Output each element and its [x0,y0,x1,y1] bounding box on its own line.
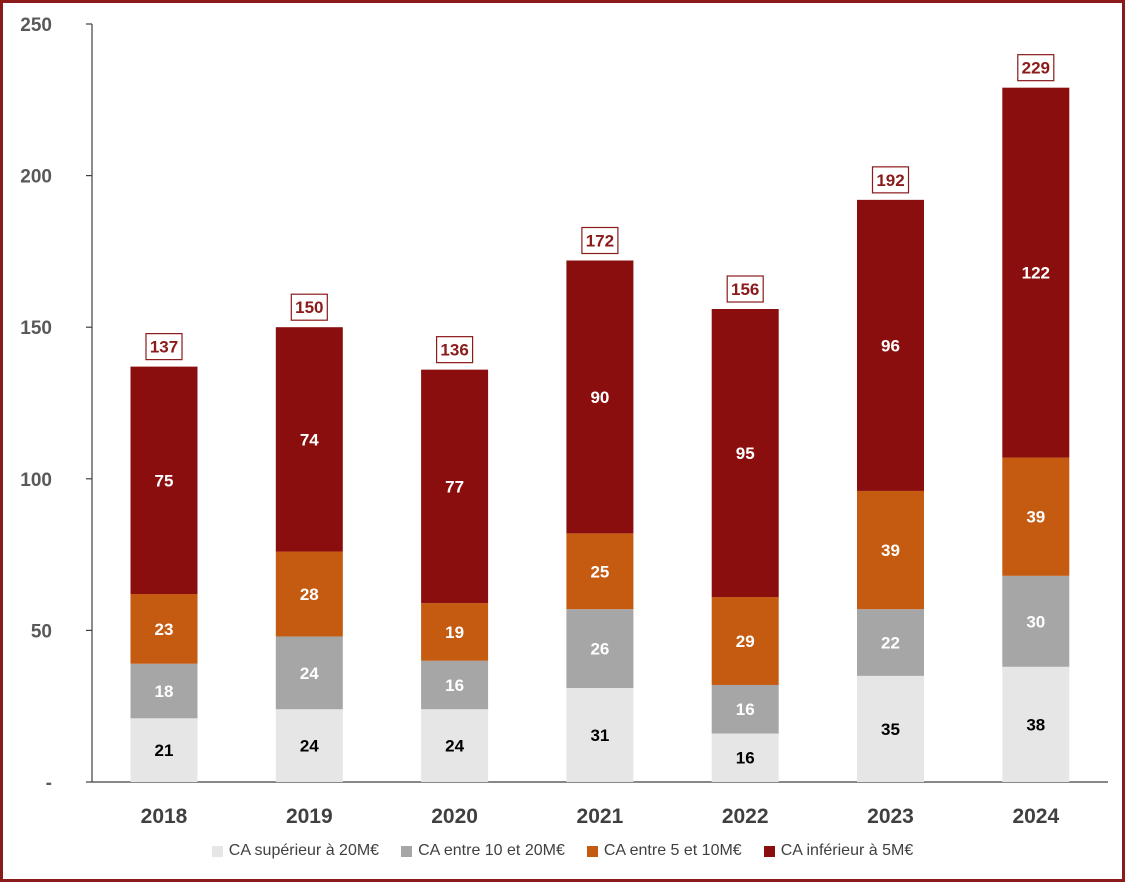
bar-segment [275,327,343,552]
total-value-label: 156 [731,280,759,299]
segment-value-label: 24 [445,737,464,756]
bar-segment [275,551,343,637]
segment-value-label: 21 [155,741,174,760]
legend-swatch [586,845,598,857]
y-tick-label: 200 [20,167,52,188]
x-category-label: 2024 [1012,805,1059,828]
legend-item: CA supérieur à 20M€ [211,842,380,860]
bar-segment [130,718,198,782]
total-label-box [436,336,474,364]
segment-value-label: 16 [445,676,464,695]
legend-swatch [401,845,413,857]
legend-label: CA entre 5 et 10M€ [603,842,742,859]
segment-value-label: 23 [155,620,174,639]
y-tick-label: 250 [20,15,52,36]
bar-segment [711,597,779,685]
bar-segment [857,609,924,676]
y-tick-label: 150 [20,318,52,339]
bar-segment [275,636,343,710]
y-tick-label: 50 [31,621,52,642]
segment-value-label: 18 [155,682,174,701]
bar-segment [1002,457,1070,576]
segment-value-label: 16 [736,700,755,719]
y-tick-label: 100 [20,470,52,491]
legend-swatch [211,845,223,857]
bar-segment [857,675,924,782]
bar-segment [857,490,924,610]
bar-segment [130,366,198,595]
total-label-box [1017,54,1055,82]
bar-segment [421,660,489,710]
segment-value-label: 29 [736,632,755,651]
bar-segment [130,663,198,719]
segment-value-label: 38 [1026,715,1045,734]
x-category-label: 2023 [867,805,914,828]
segment-value-label: 16 [736,749,755,768]
bar-segment [130,594,198,664]
y-tick-label: - [46,773,52,794]
bar-segment [275,709,343,782]
bar-segment [711,684,779,734]
legend-item: CA inférieur à 5M€ [763,842,914,860]
bar-segment [857,199,924,491]
segment-value-label: 24 [300,664,319,683]
legend-item: CA entre 10 et 20M€ [401,842,565,860]
chart-legend: CA supérieur à 20M€ CA entre 10 et 20M€ CA… [0,842,1125,860]
segment-value-label: 22 [881,634,900,653]
x-category-label: 2022 [722,805,769,828]
segment-value-label: 77 [445,477,464,496]
x-category-label: 2021 [577,805,624,828]
segment-value-label: 122 [1022,264,1050,283]
bar-segment [566,688,634,782]
total-value-label: 192 [876,171,904,190]
total-label-box [726,275,764,303]
x-category-label: 2018 [141,805,188,828]
segment-value-label: 30 [1026,612,1045,631]
legend-item: CA entre 5 et 10M€ [586,842,742,860]
segment-value-label: 39 [1026,508,1045,527]
segment-value-label: 26 [590,640,609,659]
bar-segment [1002,666,1070,782]
legend-label: CA supérieur à 20M€ [228,842,380,859]
bar-segment [711,309,779,598]
bar-segment [1002,575,1070,667]
bar-segment [421,603,489,661]
segment-value-label: 31 [590,726,609,745]
segment-value-label: 74 [300,430,319,449]
legend-label: CA inférieur à 5M€ [780,842,914,859]
total-label-box [871,166,910,194]
total-label-box [145,333,183,361]
bar-segment [566,609,634,689]
x-category-label: 2019 [286,805,333,828]
segment-value-label: 75 [155,471,174,490]
bar-segment [421,709,489,782]
segment-value-label: 28 [300,585,319,604]
total-label-box [581,226,619,255]
total-value-label: 229 [1022,59,1050,78]
legend-swatch [763,845,775,857]
segment-value-label: 39 [881,541,900,560]
segment-value-label: 90 [590,388,609,407]
segment-value-label: 24 [300,737,319,756]
total-label-box [290,293,328,321]
segment-value-label: 19 [445,623,464,642]
segment-value-label: 25 [590,562,609,581]
total-value-label: 150 [295,298,323,317]
total-value-label: 172 [586,231,614,250]
segment-value-label: 95 [736,444,755,463]
segment-value-label: 96 [881,336,900,355]
legend-label: CA entre 10 et 20M€ [418,842,565,859]
bar-segment [566,533,634,610]
total-value-label: 136 [440,341,468,360]
bar-segment [421,369,489,604]
x-category-label: 2020 [431,805,478,828]
bar-segment [566,260,634,534]
bar-segment [1002,87,1070,458]
segment-value-label: 35 [881,720,900,739]
bar-segment [711,733,779,782]
total-value-label: 137 [150,338,178,357]
